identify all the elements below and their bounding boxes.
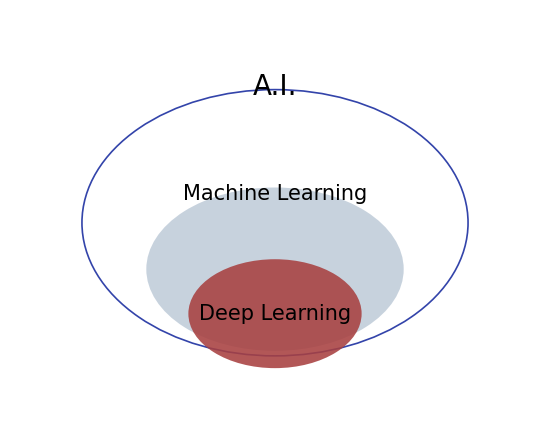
Text: Deep Learning: Deep Learning xyxy=(199,304,351,324)
Ellipse shape xyxy=(82,89,468,356)
Ellipse shape xyxy=(188,259,362,368)
Ellipse shape xyxy=(146,187,404,351)
Text: A.I.: A.I. xyxy=(253,73,297,101)
Text: Machine Learning: Machine Learning xyxy=(183,184,367,204)
